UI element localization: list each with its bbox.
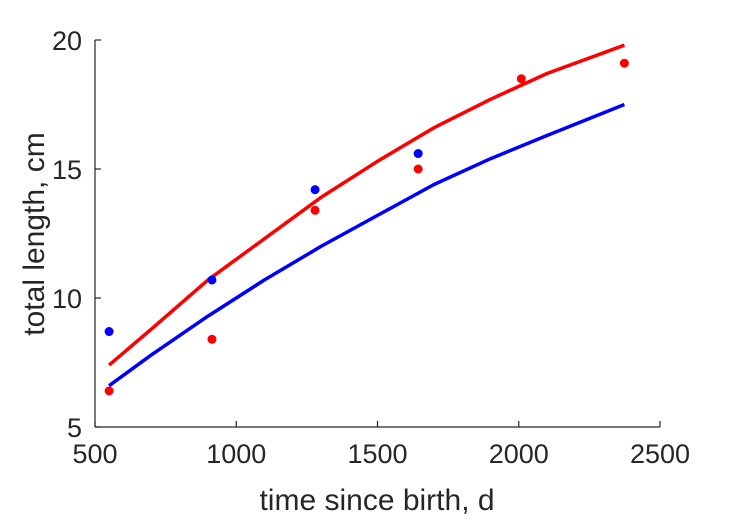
x-tick-label: 2500 [630, 439, 690, 469]
fit-lines [107, 43, 626, 388]
data-points [104, 58, 629, 396]
data-point-2 [310, 205, 320, 215]
data-point-1 [413, 149, 423, 159]
ticks: 500 1000 1500 2000 2500 5 10 15 20 [52, 26, 690, 469]
y-axis-label: total length, cm [18, 132, 51, 335]
data-point-2 [207, 334, 217, 344]
x-tick-label: 1000 [206, 439, 266, 469]
data-point-2 [619, 58, 629, 68]
data-point-1 [310, 185, 320, 195]
x-tick-label: 1500 [347, 439, 407, 469]
y-tick-label: 20 [52, 26, 82, 56]
data-point-2 [516, 74, 526, 84]
data-point-2 [104, 386, 114, 396]
y-tick-label: 15 [52, 155, 82, 185]
data-point-1 [104, 327, 114, 337]
x-axis-label: time since birth, d [259, 484, 494, 517]
plot-area: 500 1000 1500 2000 2500 5 10 15 20 [52, 26, 690, 469]
fit-line-2 [107, 43, 626, 367]
y-tick-label: 10 [52, 284, 82, 314]
fit-line-1 [108, 102, 626, 388]
data-point-2 [413, 164, 423, 174]
x-tick-label: 500 [72, 439, 117, 469]
y-tick-label: 5 [67, 413, 82, 443]
data-point-1 [207, 275, 217, 285]
x-tick-label: 2000 [489, 439, 549, 469]
